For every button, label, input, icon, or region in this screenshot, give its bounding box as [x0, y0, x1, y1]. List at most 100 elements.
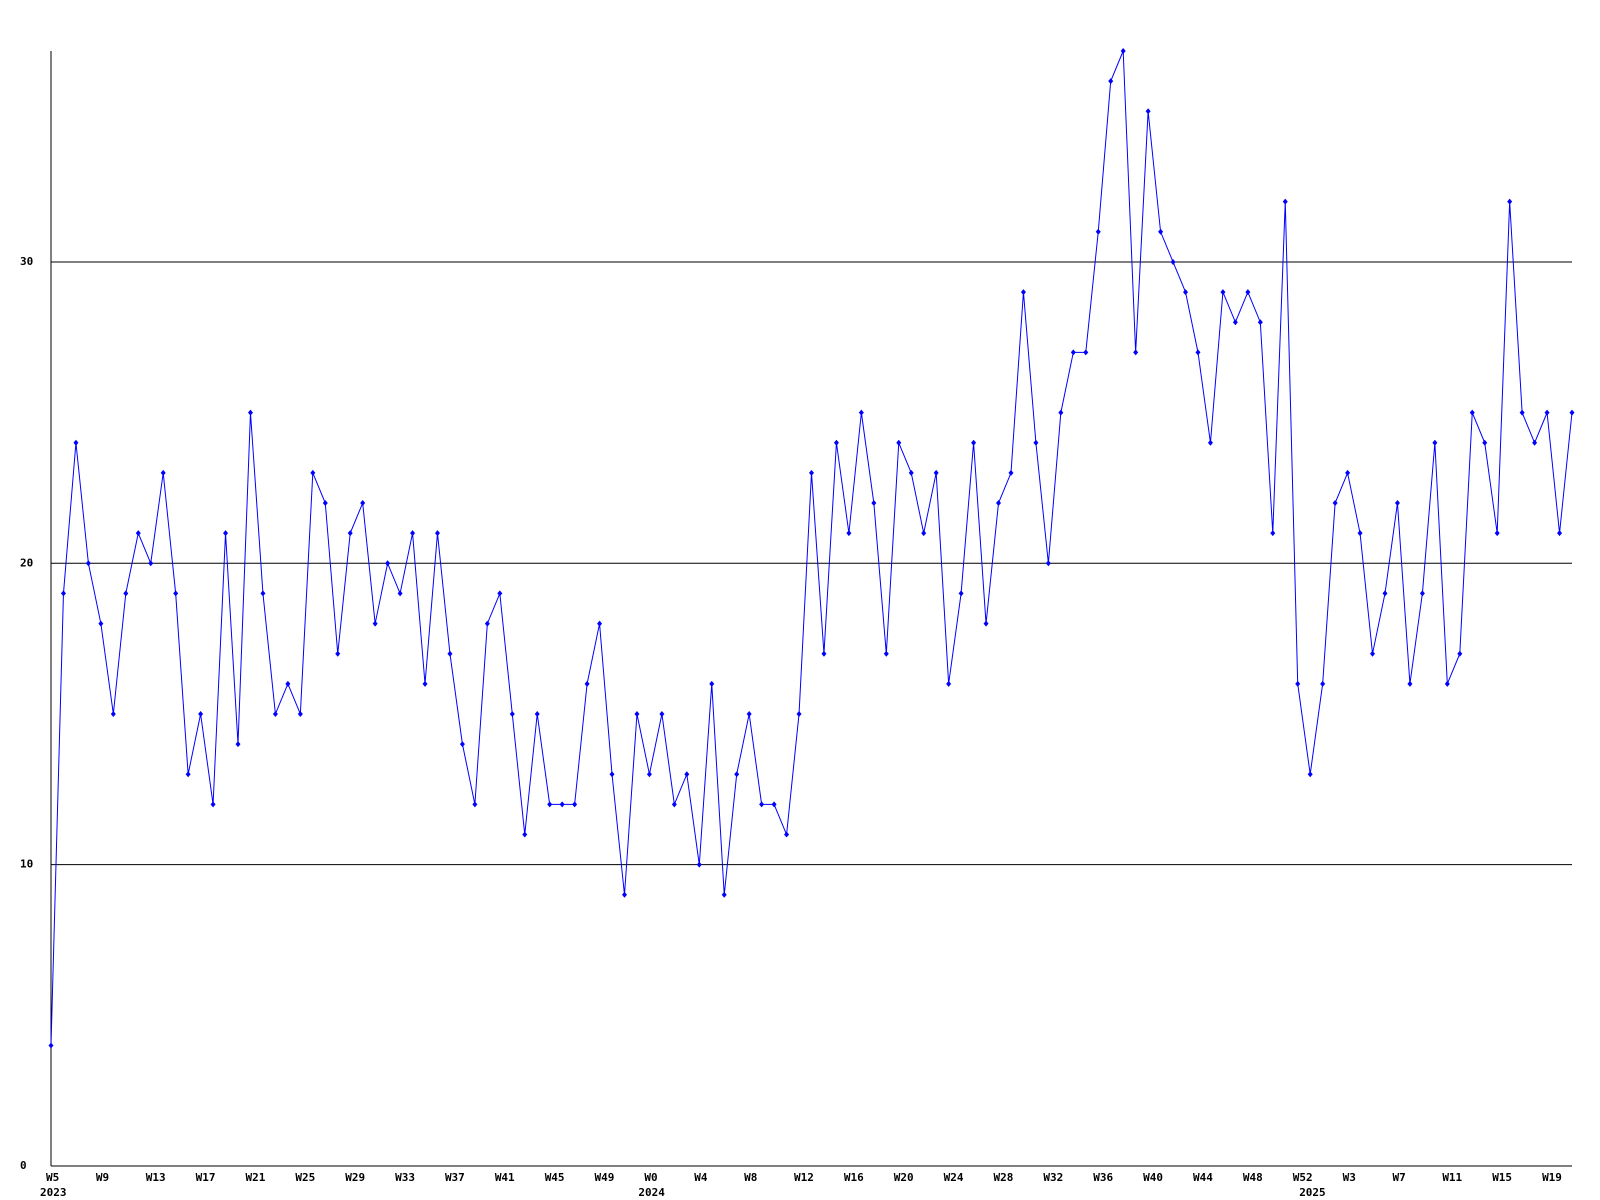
data-point — [1108, 78, 1114, 85]
data-point — [1195, 349, 1201, 356]
data-point — [160, 469, 166, 476]
data-point — [322, 500, 328, 507]
data-point — [1345, 469, 1351, 476]
x-tick-label: W37 — [445, 1171, 465, 1184]
data-point — [1320, 680, 1326, 687]
data-point — [908, 469, 914, 476]
data-point — [659, 710, 665, 717]
data-point — [1557, 530, 1563, 537]
data-point — [1270, 530, 1276, 537]
x-tick-label: W3 — [1343, 1171, 1356, 1184]
data-point — [971, 439, 977, 446]
data-point — [185, 771, 191, 778]
data-point — [135, 530, 141, 537]
data-point — [921, 530, 927, 537]
x-tick-label: W44 — [1193, 1171, 1213, 1184]
x-tick-label: W21 — [245, 1171, 265, 1184]
data-point — [285, 680, 291, 687]
data-point — [73, 439, 79, 446]
data-point — [247, 409, 253, 416]
x-tick-label: W13 — [146, 1171, 166, 1184]
y-tick-label: 30 — [20, 255, 33, 268]
data-point — [1232, 319, 1238, 326]
data-point — [547, 801, 553, 808]
data-point — [1183, 289, 1189, 296]
data-point — [509, 710, 515, 717]
data-point — [746, 710, 752, 717]
data-point — [1020, 289, 1026, 296]
data-point — [123, 590, 129, 597]
data-point — [1482, 439, 1488, 446]
data-point — [210, 801, 216, 808]
year-label: 2025 — [1299, 1186, 1326, 1199]
data-point — [696, 861, 702, 868]
data-point — [634, 710, 640, 717]
x-tick-label: W20 — [894, 1171, 914, 1184]
data-point — [671, 801, 677, 808]
data-point — [983, 620, 989, 627]
data-point — [223, 530, 229, 537]
data-point — [98, 620, 104, 627]
data-point — [1033, 439, 1039, 446]
data-point — [1469, 409, 1475, 416]
data-point — [297, 710, 303, 717]
year-label: 2023 — [40, 1186, 67, 1199]
data-point — [684, 771, 690, 778]
data-point — [260, 590, 266, 597]
x-tick-label: W5 — [46, 1171, 59, 1184]
x-tick-label: W41 — [495, 1171, 515, 1184]
data-point — [1457, 650, 1463, 657]
data-point — [397, 590, 403, 597]
data-point — [833, 439, 839, 446]
data-line — [50, 50, 1573, 1046]
x-tick-label: W32 — [1043, 1171, 1063, 1184]
data-point — [484, 620, 490, 627]
data-point — [235, 741, 241, 748]
x-tick-label: W19 — [1542, 1171, 1562, 1184]
x-tick-label: W24 — [944, 1171, 964, 1184]
data-point — [48, 1042, 54, 1049]
data-point — [1095, 228, 1101, 235]
year-label: 2024 — [638, 1186, 665, 1199]
data-point — [1357, 530, 1363, 537]
data-point — [709, 680, 715, 687]
data-point — [933, 469, 939, 476]
data-point — [858, 409, 864, 416]
data-point — [1382, 590, 1388, 597]
data-point — [796, 710, 802, 717]
data-point — [559, 801, 565, 808]
x-tick-label: W49 — [595, 1171, 615, 1184]
data-point — [85, 560, 91, 567]
data-point — [1519, 409, 1525, 416]
data-point — [1307, 771, 1313, 778]
data-point — [846, 530, 852, 537]
data-point — [1507, 198, 1513, 205]
data-point — [572, 801, 578, 808]
data-point — [110, 710, 116, 717]
x-tick-label: W17 — [196, 1171, 216, 1184]
x-tick-label: W25 — [295, 1171, 315, 1184]
data-point — [809, 469, 814, 476]
x-tick-label: W28 — [994, 1171, 1014, 1184]
data-point — [1045, 560, 1051, 567]
data-point — [347, 530, 353, 537]
data-point — [372, 620, 378, 627]
data-point — [1083, 349, 1089, 356]
data-point — [734, 771, 740, 778]
data-point — [447, 650, 453, 657]
data-point — [1407, 680, 1413, 687]
y-tick-label: 20 — [20, 556, 33, 569]
data-point — [1295, 680, 1301, 687]
data-point — [1145, 108, 1151, 115]
data-point — [871, 500, 877, 507]
y-tick-label: 10 — [20, 858, 33, 871]
data-point — [1257, 319, 1263, 326]
data-point — [597, 620, 603, 627]
data-point — [1494, 530, 1500, 537]
data-point — [422, 680, 428, 687]
data-point — [148, 560, 154, 567]
x-tick-label: W4 — [694, 1171, 708, 1184]
x-tick-label: W29 — [345, 1171, 365, 1184]
data-point — [1419, 590, 1425, 597]
data-point — [1207, 439, 1213, 446]
